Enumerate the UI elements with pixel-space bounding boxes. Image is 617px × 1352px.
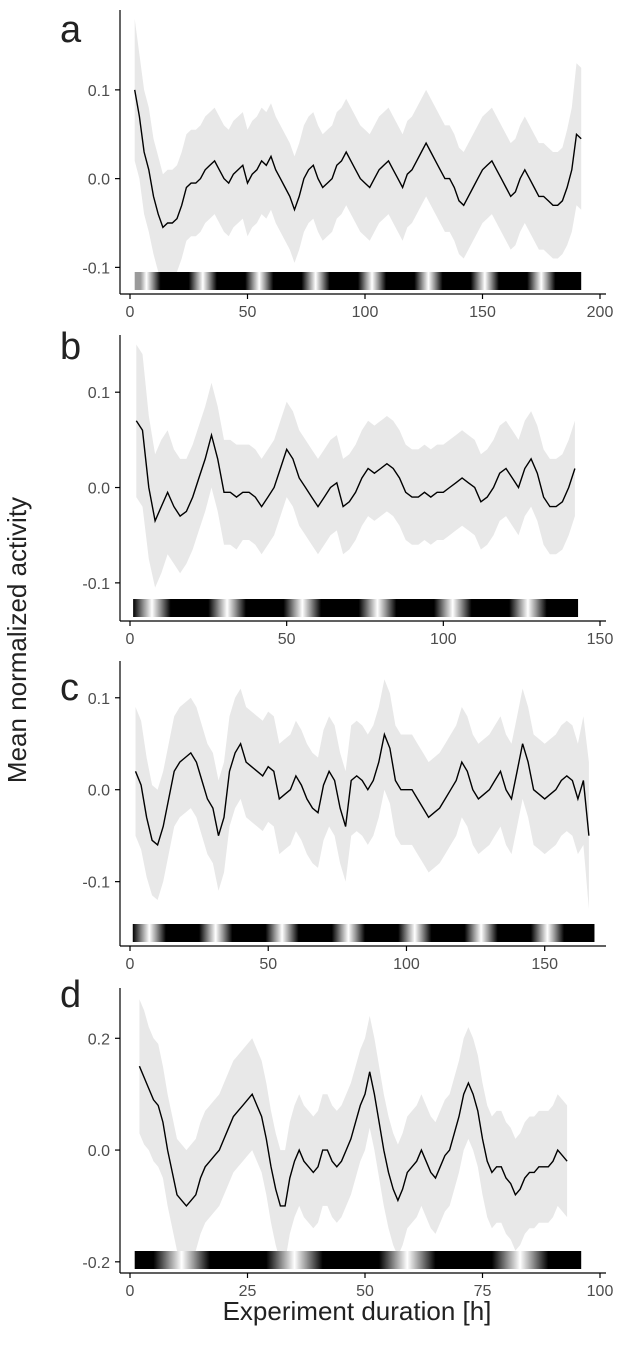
panel-letter-a: a xyxy=(60,9,82,51)
y-tick-label-a: -0.1 xyxy=(82,260,110,277)
light-dark-bar-c xyxy=(132,924,595,942)
panel-b: b 0.1 0.0 -0.1 0 50 100 150 xyxy=(60,326,613,648)
x-tick-label-b: 100 xyxy=(430,631,457,648)
y-tick-label-d: 0.2 xyxy=(88,1031,110,1048)
mean-line-c xyxy=(134,732,590,847)
panel-a: a 0.1 0.0 -0.1 0 50 100 150 200 xyxy=(60,9,613,321)
x-tick-label-d: 25 xyxy=(239,1283,257,1300)
panel-d: d 0.2 0.0 -0.2 0 25 50 75 100 xyxy=(60,974,613,1300)
panel-letter-b: b xyxy=(60,326,81,368)
y-tick-label-a: 0.0 xyxy=(88,172,110,189)
x-tick-label-b: 0 xyxy=(126,631,135,648)
x-tick-label-d: 100 xyxy=(587,1283,614,1300)
mean-line-d xyxy=(138,1065,568,1207)
mean-line-b xyxy=(135,420,576,524)
y-tick-label-d: -0.2 xyxy=(82,1255,110,1272)
ribbon-c xyxy=(135,679,589,910)
panel-letter-d: d xyxy=(60,974,81,1016)
x-tick-label-d: 0 xyxy=(126,1283,135,1300)
panel-c: c 0.1 0.0 -0.1 0 50 100 150 xyxy=(60,661,606,973)
y-axis-title: Mean normalized activity xyxy=(2,497,32,783)
panels: a 0.1 0.0 -0.1 0 50 100 150 200 b 0.1 0.0 -0.1 0 50 100… xyxy=(60,9,613,1300)
y-tick-label-b: 0.0 xyxy=(88,481,110,498)
y-tick-label-c: 0.1 xyxy=(88,691,110,708)
x-tick-label-a: 0 xyxy=(126,304,135,321)
y-tick-label-a: 0.1 xyxy=(88,83,110,100)
ribbon-a xyxy=(134,18,582,281)
panel-letter-c: c xyxy=(60,667,79,709)
x-tick-label-a: 100 xyxy=(352,304,379,321)
x-tick-label-d: 75 xyxy=(474,1283,492,1300)
y-tick-label-b: 0.1 xyxy=(88,385,110,402)
y-tick-label-c: -0.1 xyxy=(82,875,110,892)
x-tick-label-b: 50 xyxy=(278,631,296,648)
x-axis-title: Experiment duration [h] xyxy=(223,1296,492,1326)
light-dark-bar-a xyxy=(134,272,582,290)
x-tick-label-a: 50 xyxy=(239,304,257,321)
y-tick-label-b: -0.1 xyxy=(82,576,110,593)
light-dark-bar-b xyxy=(133,599,579,617)
x-tick-label-a: 200 xyxy=(587,304,614,321)
x-tick-label-c: 100 xyxy=(393,956,420,973)
light-dark-bar-d xyxy=(134,1251,582,1269)
x-tick-label-c: 150 xyxy=(531,956,558,973)
x-tick-label-a: 150 xyxy=(469,304,496,321)
x-tick-label-c: 0 xyxy=(126,956,135,973)
y-tick-label-d: 0.0 xyxy=(88,1143,110,1160)
ribbon-b xyxy=(136,344,575,588)
x-tick-label-c: 50 xyxy=(259,956,277,973)
x-tick-label-b: 150 xyxy=(587,631,614,648)
y-tick-label-c: 0.0 xyxy=(88,783,110,800)
x-tick-label-d: 50 xyxy=(356,1283,374,1300)
mean-line-a xyxy=(134,89,582,229)
